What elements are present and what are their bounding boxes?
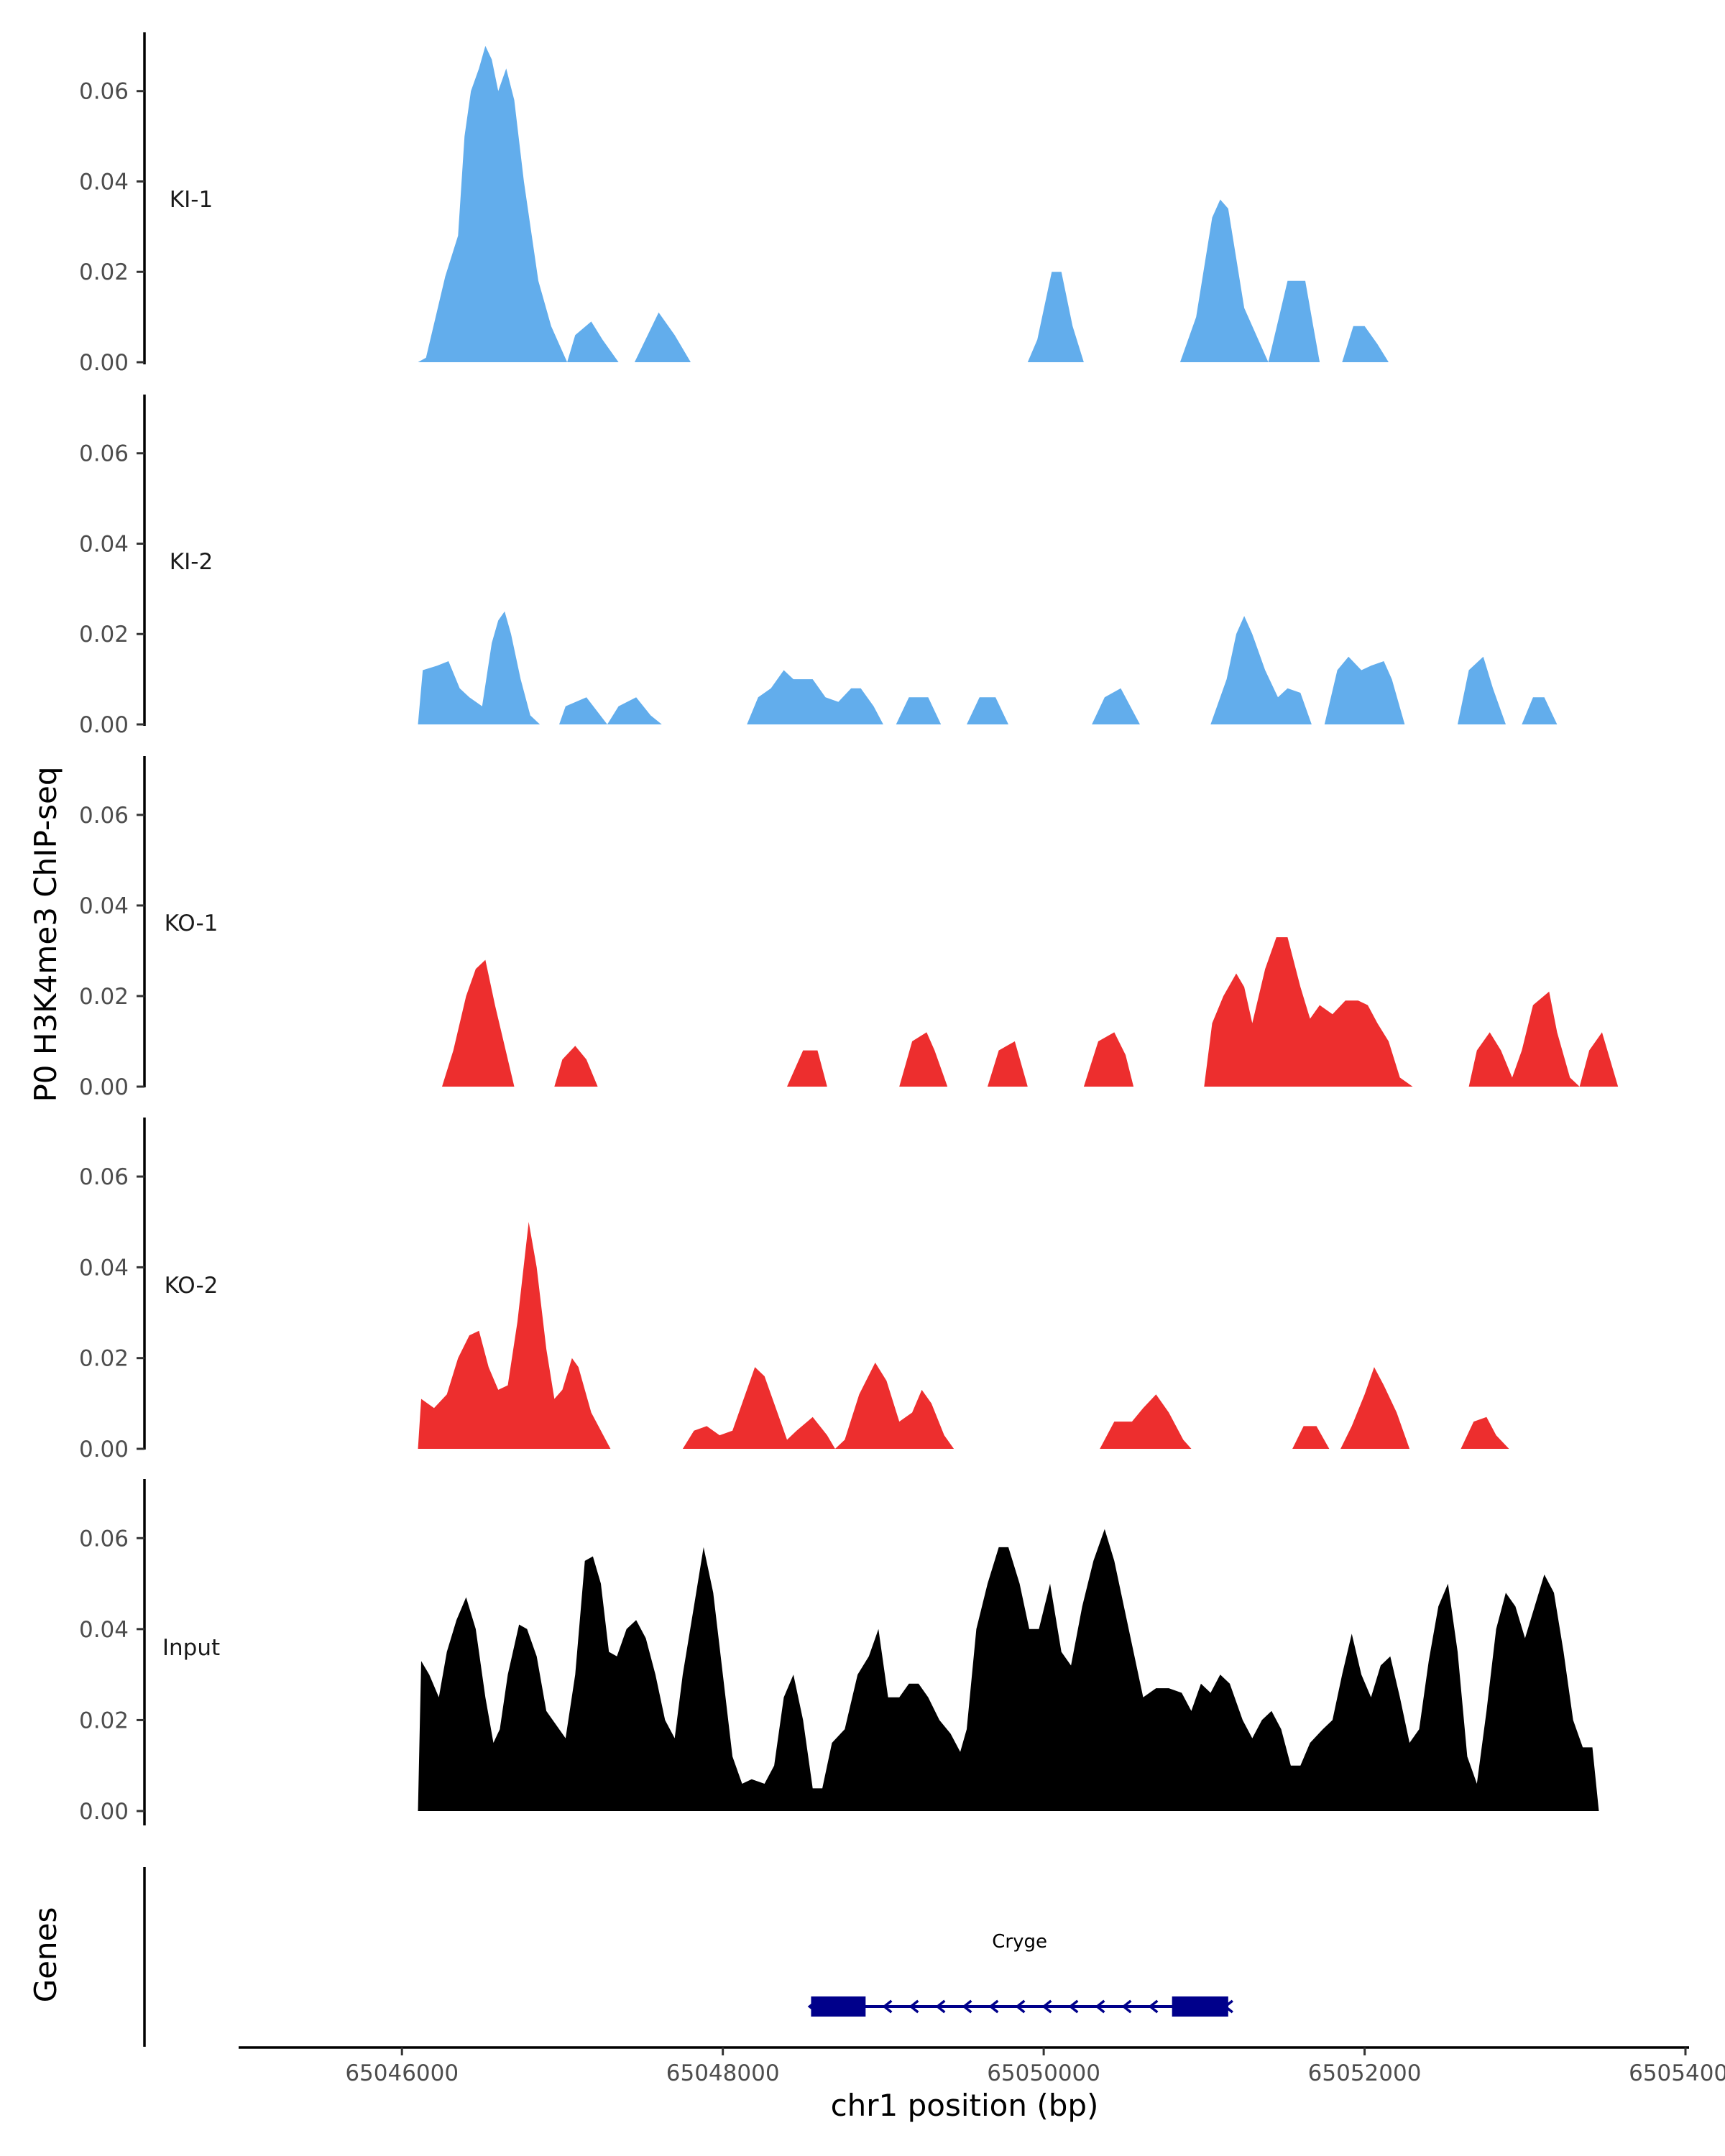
track-ki-2: 0.00 0.02 0.04 0.06 KI-2 (79, 395, 1558, 738)
strand-arrow (1041, 1999, 1052, 2014)
x-tick-label: 65052000 (1308, 2060, 1422, 2086)
y-tick-label: 0.00 (79, 1437, 129, 1462)
y-axis-title: P0 H3K4me3 ChIP-seq (28, 766, 63, 1102)
y-tick-label: 0.06 (79, 441, 129, 467)
gene-track-title: Genes (28, 1907, 63, 2003)
gene-track: Cryge (143, 1867, 1233, 2047)
x-tick-label: 65050000 (987, 2060, 1100, 2086)
strand-arrow (962, 1999, 972, 2014)
strand-arrow (988, 1999, 999, 2014)
track-ko-1: 0.00 0.02 0.04 0.06 KO-1 (79, 756, 1619, 1100)
track-label: KO-2 (165, 1273, 218, 1299)
y-tick-label: 0.02 (79, 984, 129, 1010)
x-axis: 65046000 65048000 65050000 65052000 65054000 (239, 2046, 1725, 2086)
y-tick-label: 0.02 (79, 622, 129, 648)
y-tick-label: 0.00 (79, 1074, 129, 1100)
y-tick-label: 0.06 (79, 79, 129, 105)
track-label: Input (162, 1635, 220, 1661)
y-tick-label: 0.02 (79, 259, 129, 285)
strand-arrow (882, 1999, 893, 2014)
y-tick-label: 0.06 (79, 1526, 129, 1552)
y-tick-label: 0.00 (79, 350, 129, 376)
y-tick-label: 0.02 (79, 1346, 129, 1372)
strand-arrow (908, 1999, 919, 2014)
strand-arrow (1015, 1999, 1026, 2014)
strand-arrow (807, 1999, 818, 2014)
gene-exon (811, 1996, 866, 2017)
x-tick-label: 65054000 (1629, 2060, 1725, 2086)
strand-arrow (935, 1999, 946, 2014)
y-tick-label: 0.04 (79, 169, 129, 195)
y-tick-label: 0.02 (79, 1708, 129, 1733)
y-tick-label: 0.00 (79, 712, 129, 738)
y-tick-label: 0.04 (79, 1617, 129, 1643)
track-ki-1: 0.00 0.02 0.04 0.06 KI-1 (79, 32, 1389, 376)
strand-arrow (1148, 1999, 1159, 2014)
track-ko-2: 0.00 0.02 0.04 0.06 KO-2 (79, 1118, 1509, 1462)
gene-exon (1172, 1996, 1228, 2017)
y-tick-label: 0.04 (79, 893, 129, 919)
gene-name-label: Cryge (992, 1931, 1047, 1953)
coverage-area-ko-1 (442, 937, 1619, 1087)
x-tick-label: 65048000 (666, 2060, 780, 2086)
coverage-area-ki-1 (418, 45, 1389, 363)
track-label: KO-1 (165, 911, 218, 936)
coverage-area-input (418, 1529, 1599, 1811)
y-tick-label: 0.04 (79, 1255, 129, 1281)
y-tick-label: 0.04 (79, 531, 129, 557)
track-label: KI-2 (170, 549, 213, 575)
y-tick-label: 0.06 (79, 803, 129, 829)
x-tick-label: 65046000 (345, 2060, 459, 2086)
strand-arrow (1068, 1999, 1079, 2014)
chip-seq-tracks: 0.00 0.02 0.04 0.06 KI-1 0.00 0.02 0.04 0.06 KI-2… (79, 32, 1619, 1825)
strand-arrow (1095, 1999, 1105, 2014)
track-label: KI-1 (170, 187, 213, 213)
y-tick-label: 0.00 (79, 1799, 129, 1825)
y-tick-label: 0.06 (79, 1164, 129, 1190)
strand-arrow (1121, 1999, 1132, 2014)
coverage-area-ko-2 (418, 1222, 1509, 1449)
track-input: 0.00 0.02 0.04 0.06 Input (79, 1479, 1599, 1825)
coverage-area-ki-2 (418, 611, 1558, 724)
x-axis-title: chr1 position (bp) (831, 2088, 1099, 2123)
strand-arrow (1223, 1999, 1233, 2014)
